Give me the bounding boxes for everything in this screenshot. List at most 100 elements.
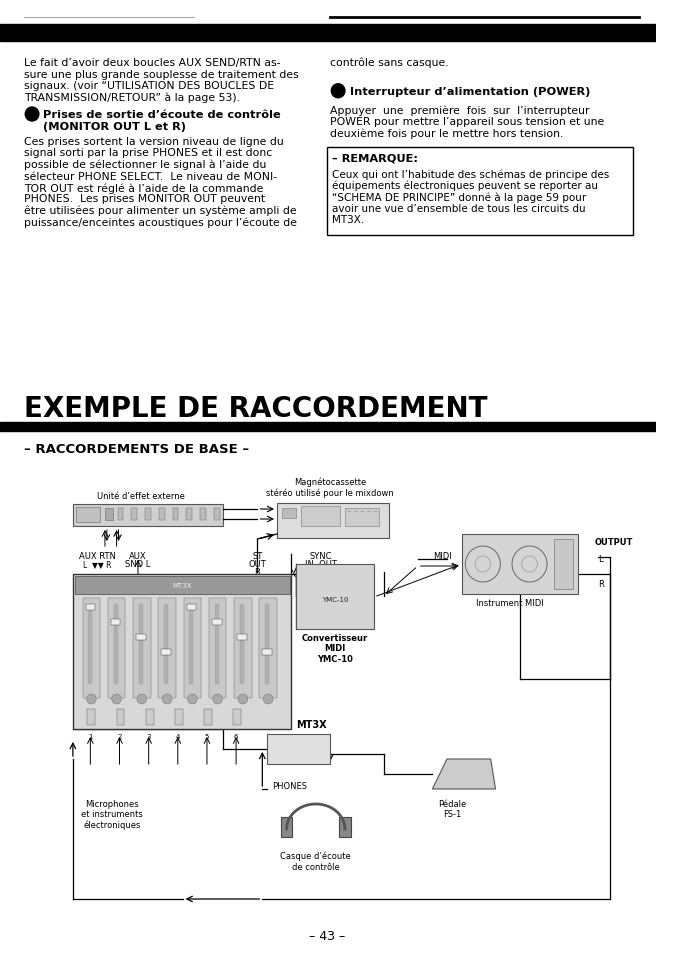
Bar [263, 649, 272, 656]
Text: ①: ① [28, 110, 36, 120]
Text: Ces prises sortent la version niveau de ligne du: Ces prises sortent la version niveau de … [24, 137, 284, 147]
Text: L: L [599, 555, 603, 563]
Text: ST: ST [252, 552, 263, 560]
Text: PHONES.  Les prises MONITOR OUT peuvent: PHONES. Les prises MONITOR OUT peuvent [24, 194, 265, 204]
Circle shape [86, 695, 97, 704]
Bar [105, 509, 113, 520]
Text: TRANSMISSION/RETOUR” à la page 53).: TRANSMISSION/RETOUR” à la page 53). [24, 92, 240, 103]
Text: Magnétocassette
stéréo utilisé pour le mixdown: Magnétocassette stéréo utilisé pour le m… [267, 477, 394, 498]
Bar [0, 422, 656, 432]
Text: contrôle sans casque.: contrôle sans casque. [330, 58, 449, 69]
Text: puissance/enceintes acoustiques pour l’écoute de: puissance/enceintes acoustiques pour l’é… [24, 217, 297, 228]
Bar [132, 509, 137, 520]
Bar [145, 509, 151, 520]
Text: équipements électroniques peuvent se reporter au: équipements électroniques peuvent se rep… [332, 180, 598, 191]
Text: AUX RTN: AUX RTN [79, 552, 115, 560]
Bar [184, 598, 201, 699]
Bar [164, 604, 168, 684]
Bar [146, 709, 153, 725]
Bar [136, 635, 146, 640]
Circle shape [137, 695, 146, 704]
Bar [111, 619, 120, 625]
Text: 2: 2 [117, 733, 121, 740]
Bar [301, 506, 340, 526]
Circle shape [213, 695, 223, 704]
Bar [240, 604, 244, 684]
Bar [259, 598, 277, 699]
Bar [200, 509, 206, 520]
Text: – RACCORDEMENTS DE BASE –: – RACCORDEMENTS DE BASE – [24, 442, 250, 456]
Text: Microphones
et instruments
électroniques: Microphones et instruments électroniques [81, 800, 142, 829]
Text: 5: 5 [205, 733, 209, 740]
Text: MT3X.: MT3X. [332, 215, 365, 225]
Text: – 43 –: – 43 – [309, 929, 346, 942]
Bar [113, 604, 117, 684]
Circle shape [112, 695, 122, 704]
Text: 4: 4 [176, 733, 180, 740]
Text: YMC-10: YMC-10 [322, 597, 348, 602]
Bar [0, 25, 656, 42]
Text: 1: 1 [88, 733, 92, 740]
Text: Ceux qui ont l’habitude des schémas de principe des: Ceux qui ont l’habitude des schémas de p… [332, 169, 610, 179]
Text: Unité d’effet externe: Unité d’effet externe [97, 492, 185, 500]
Text: Appuyer  une  première  fois  sur  l’interrupteur: Appuyer une première fois sur l’interrup… [330, 105, 590, 115]
Text: sure une plus grande souplesse de traitement des: sure une plus grande souplesse de traite… [24, 70, 299, 79]
Bar [139, 604, 143, 684]
Bar [296, 564, 374, 629]
Text: 6: 6 [234, 733, 238, 740]
Text: Interrupteur d’alimentation (POWER): Interrupteur d’alimentation (POWER) [350, 87, 590, 96]
Text: “SCHEMA DE PRINCIPE” donné à la page 59 pour: “SCHEMA DE PRINCIPE” donné à la page 59 … [332, 192, 587, 202]
Bar [215, 604, 219, 684]
Text: signaux. (voir “UTILISATION DES BOUCLES DE: signaux. (voir “UTILISATION DES BOUCLES … [24, 81, 275, 91]
Text: MIDI: MIDI [433, 552, 452, 560]
Bar [462, 535, 578, 595]
Bar [345, 509, 379, 526]
Text: Convertisseur
MIDI
YMC-10: Convertisseur MIDI YMC-10 [302, 634, 369, 663]
Text: OUT: OUT [248, 559, 267, 568]
Bar [204, 709, 212, 725]
Text: – REMARQUE:: – REMARQUE: [332, 153, 418, 164]
Bar [186, 604, 196, 610]
Bar [86, 604, 95, 610]
Bar [281, 509, 296, 518]
Bar [117, 709, 124, 725]
Bar [277, 503, 389, 538]
Bar [73, 504, 223, 526]
Bar [173, 509, 178, 520]
Text: IN, OUT: IN, OUT [304, 559, 337, 568]
Text: Prises de sortie d’écoute de contrôle: Prises de sortie d’écoute de contrôle [43, 110, 281, 120]
Bar [233, 709, 241, 725]
Text: POWER pour mettre l’appareil sous tension et une: POWER pour mettre l’appareil sous tensio… [330, 116, 605, 127]
Text: MT3X: MT3X [296, 720, 327, 729]
Text: PUNCH
I/O: PUNCH I/O [284, 740, 314, 759]
Text: 3: 3 [146, 733, 151, 740]
Bar [265, 604, 269, 684]
Bar [327, 148, 633, 236]
Bar [237, 635, 247, 640]
Bar [76, 507, 100, 522]
Text: AUX: AUX [129, 552, 146, 560]
Text: ②: ② [334, 87, 342, 96]
Text: Pédale
FS-1: Pédale FS-1 [437, 800, 466, 819]
Bar [108, 598, 126, 699]
Bar [209, 598, 226, 699]
Text: Instrument MIDI: Instrument MIDI [476, 598, 544, 607]
Circle shape [188, 695, 197, 704]
Bar [267, 734, 330, 764]
Bar [186, 509, 192, 520]
Text: (MONITOR OUT L et R): (MONITOR OUT L et R) [43, 121, 186, 132]
Text: signal sorti par la prise PHONES et il est donc: signal sorti par la prise PHONES et il e… [24, 149, 273, 158]
Bar [82, 598, 100, 699]
Circle shape [331, 85, 345, 99]
Bar [234, 598, 252, 699]
Bar [281, 817, 292, 837]
Text: EXEMPLE DE RACCORDEMENT: EXEMPLE DE RACCORDEMENT [24, 395, 488, 422]
Circle shape [263, 695, 273, 704]
Bar [175, 709, 183, 725]
Text: être utilisées pour alimenter un système ampli de: être utilisées pour alimenter un système… [24, 206, 297, 216]
Text: deuxième fois pour le mettre hors tension.: deuxième fois pour le mettre hors tensio… [330, 128, 564, 138]
Bar [339, 817, 351, 837]
Bar [159, 598, 176, 699]
Bar [88, 709, 95, 725]
Bar [161, 649, 171, 656]
